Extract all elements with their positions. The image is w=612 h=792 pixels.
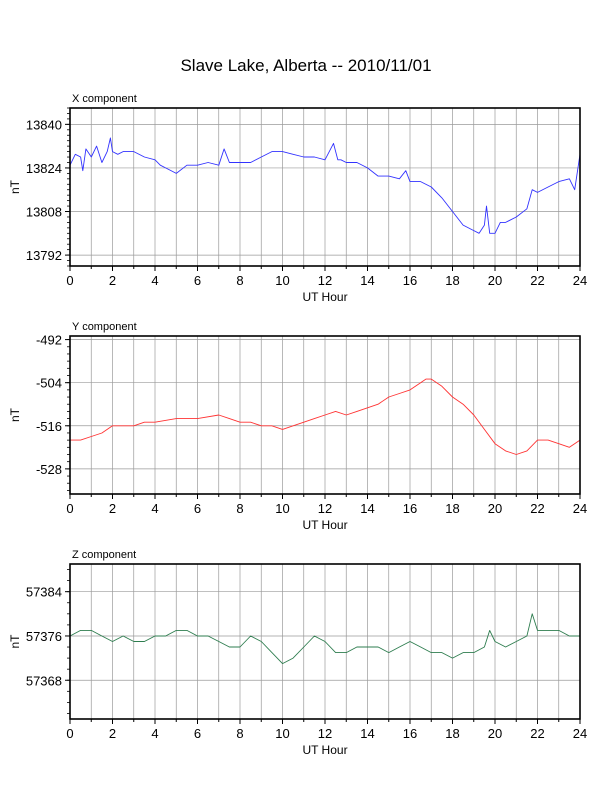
z-xtick-label: 0	[66, 726, 73, 741]
x-xtick-label: 14	[360, 273, 374, 288]
y-xtick-label: 20	[488, 501, 502, 516]
z-yaxis-label: nT	[8, 634, 22, 649]
y-xaxis-label: UT Hour	[302, 518, 347, 532]
x-xaxis-label: UT Hour	[302, 290, 347, 304]
x-ytick-label: 13808	[26, 205, 62, 220]
z-component-label: Z component	[72, 549, 136, 561]
y-xtick-label: 16	[403, 501, 417, 516]
z-xtick-label: 14	[360, 726, 374, 741]
z-xtick-label: 12	[318, 726, 332, 741]
y-xtick-label: 4	[151, 501, 158, 516]
y-ytick-label: -528	[36, 462, 62, 477]
x-xtick-label: 24	[573, 273, 587, 288]
x-xtick-label: 2	[109, 273, 116, 288]
y-xtick-label: 22	[530, 501, 544, 516]
z-xtick-label: 16	[403, 726, 417, 741]
y-ytick-label: -492	[36, 333, 62, 348]
y-xtick-label: 14	[360, 501, 374, 516]
x-yaxis-label: nT	[8, 179, 22, 194]
x-xtick-label: 8	[236, 273, 243, 288]
z-xtick-label: 2	[109, 726, 116, 741]
y-xtick-label: 0	[66, 501, 73, 516]
y-xtick-label: 8	[236, 501, 243, 516]
x-xtick-label: 0	[66, 273, 73, 288]
y-component-series-line	[70, 378, 581, 455]
z-ytick-label: 57384	[26, 585, 62, 600]
y-xtick-label: 10	[275, 501, 289, 516]
y-xtick-label: 12	[318, 501, 332, 516]
z-xtick-label: 24	[573, 726, 587, 741]
z-xtick-label: 6	[194, 726, 201, 741]
z-xaxis-label: UT Hour	[302, 743, 347, 757]
z-xtick-label: 18	[445, 726, 459, 741]
z-ytick-label: 57368	[26, 673, 62, 688]
x-xtick-label: 22	[530, 273, 544, 288]
y-ytick-label: -516	[36, 419, 62, 434]
x-ytick-label: 13824	[26, 161, 62, 176]
z-xtick-label: 8	[236, 726, 243, 741]
x-xtick-label: 4	[151, 273, 158, 288]
z-ytick-label: 57376	[26, 629, 62, 644]
x-xtick-label: 18	[445, 273, 459, 288]
y-xtick-label: 24	[573, 501, 587, 516]
x-ytick-label: 13840	[26, 117, 62, 132]
y-xtick-label: 6	[194, 501, 201, 516]
x-xtick-label: 6	[194, 273, 201, 288]
z-xtick-label: 4	[151, 726, 158, 741]
z-xtick-label: 10	[275, 726, 289, 741]
z-xtick-label: 20	[488, 726, 502, 741]
y-yaxis-label: nT	[8, 407, 22, 422]
x-component-series-line	[69, 137, 581, 234]
x-ytick-label: 13792	[26, 248, 62, 263]
x-xtick-label: 16	[403, 273, 417, 288]
y-xtick-label: 2	[109, 501, 116, 516]
y-ytick-label: -504	[36, 376, 62, 391]
x-xtick-label: 10	[275, 273, 289, 288]
y-xtick-label: 18	[445, 501, 459, 516]
z-xtick-label: 22	[530, 726, 544, 741]
x-xtick-label: 12	[318, 273, 332, 288]
page-title: Slave Lake, Alberta -- 2010/11/01	[180, 56, 432, 75]
z-component-series-line	[69, 613, 580, 665]
y-component-label: Y component	[72, 321, 137, 333]
x-xtick-label: 20	[488, 273, 502, 288]
x-component-label: X component	[72, 93, 137, 105]
